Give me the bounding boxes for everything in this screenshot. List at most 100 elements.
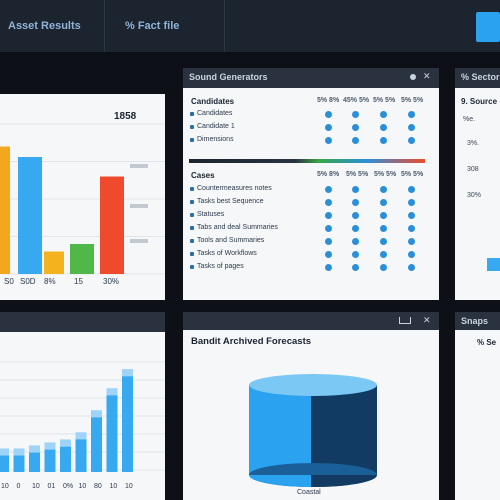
status-dot <box>380 186 387 193</box>
x-tick-label: 0% <box>63 483 73 490</box>
tab-asset-results[interactable]: Asset Results <box>0 0 105 52</box>
x-tick-label: 15 <box>74 277 83 286</box>
status-dot <box>352 225 359 232</box>
status-dot <box>325 264 332 271</box>
status-dot <box>352 111 359 118</box>
tab-asset-results-label: Asset Results <box>8 20 81 32</box>
row-icon <box>190 138 194 142</box>
status-dot <box>408 111 415 118</box>
bar-cap <box>13 448 25 456</box>
row-icon <box>190 187 194 191</box>
bar[interactable] <box>18 157 42 274</box>
bar[interactable] <box>100 176 124 275</box>
y-tick-mark <box>130 239 148 243</box>
cylinder-graphic <box>249 374 377 488</box>
sound-generators-card: Sound Generators ✕ Candidates 5% 8% 45% … <box>183 68 439 300</box>
status-dot <box>408 238 415 245</box>
download-icon[interactable] <box>399 317 411 324</box>
bar-cap <box>29 445 40 453</box>
status-dot <box>352 212 359 219</box>
row-icon <box>190 252 194 256</box>
bar[interactable] <box>106 388 118 472</box>
status-dot <box>408 251 415 258</box>
status-dot <box>380 264 387 271</box>
status-dot <box>325 212 332 219</box>
row-label: Tasks of pages <box>197 263 244 270</box>
card-header: Sound Generators ✕ <box>183 68 439 88</box>
card-title: Snaps <box>461 316 489 326</box>
status-dot <box>380 238 387 245</box>
tab-fact-file[interactable]: % Fact file <box>105 0 225 52</box>
close-icon[interactable]: ✕ <box>423 71 431 81</box>
table-row[interactable]: Statuses <box>183 211 439 221</box>
close-icon[interactable]: ✕ <box>423 315 431 325</box>
status-dot <box>325 186 332 193</box>
row-icon <box>190 226 194 230</box>
bar[interactable] <box>29 445 40 472</box>
status-dot <box>380 225 387 232</box>
bar[interactable] <box>91 410 102 472</box>
x-tick-label: 10 <box>1 483 9 490</box>
table-row[interactable]: Tools and Summaries <box>183 237 439 247</box>
row-icon <box>190 213 194 217</box>
status-dot <box>408 199 415 206</box>
bar-cap <box>75 432 87 440</box>
table-row[interactable]: Dimensions <box>183 136 439 146</box>
bar-cap <box>60 439 71 447</box>
tab-fact-file-label: % Fact file <box>125 20 180 32</box>
card-header: Snaps <box>455 312 500 330</box>
top-bar: Asset Results % Fact file <box>0 0 500 52</box>
snaps-card: Snaps % Se <box>455 312 500 500</box>
table-row[interactable]: Tabs and deal Summaries <box>183 224 439 234</box>
table-row[interactable]: Tasks best Sequence <box>183 198 439 208</box>
bar[interactable] <box>122 369 133 472</box>
bar[interactable] <box>0 448 9 472</box>
status-dot <box>408 225 415 232</box>
card-subtitle: % Se <box>477 338 497 347</box>
status-dot <box>325 238 332 245</box>
status-dot <box>380 124 387 131</box>
bar[interactable] <box>75 432 87 472</box>
status-dot <box>352 124 359 131</box>
table-row[interactable]: Tasks of pages <box>183 263 439 273</box>
status-dot <box>352 251 359 258</box>
row-label: Countermeasures notes <box>197 185 272 192</box>
table-row[interactable]: Tasks of Workflows <box>183 250 439 260</box>
x-tick-label: 01 <box>48 483 56 490</box>
bar[interactable] <box>0 146 10 275</box>
stat-label: %e. <box>463 116 476 123</box>
table-col-4: 5% 5% <box>401 97 424 104</box>
forecast-card: ✕ Bandit Archived Forecasts Coastal <box>183 312 439 500</box>
x-tick-label: 0 <box>17 483 21 490</box>
bar-chart-bottom: 10 0 10 01 0% 10 80 10 10 <box>0 361 165 490</box>
info-icon[interactable] <box>410 74 416 80</box>
bar[interactable] <box>13 448 25 472</box>
status-dot <box>408 186 415 193</box>
table-row[interactable]: Countermeasures notes <box>183 185 439 195</box>
row-icon <box>190 112 194 116</box>
status-dot <box>325 124 332 131</box>
row-icon <box>190 265 194 269</box>
row-icon <box>190 125 194 129</box>
status-dot <box>380 199 387 206</box>
bar[interactable] <box>70 244 94 274</box>
bar[interactable] <box>44 251 64 275</box>
x-tick-label: 30% <box>103 277 119 286</box>
bar-cap <box>106 388 118 396</box>
table-col-2: 45% 5% <box>343 97 370 104</box>
action-button[interactable] <box>476 12 500 42</box>
row-label: Tools and Summaries <box>197 237 265 244</box>
status-dot <box>408 212 415 219</box>
row-label: Candidates <box>197 110 233 117</box>
status-dot <box>380 251 387 258</box>
section2-col-2: 5% 5% <box>346 171 369 178</box>
table-row[interactable]: Candidate 1 <box>183 123 439 133</box>
bar[interactable] <box>60 439 71 472</box>
table-row[interactable]: Candidates <box>183 110 439 120</box>
status-dot <box>352 137 359 144</box>
row-icon <box>190 239 194 243</box>
row-label: Tabs and deal Summaries <box>197 224 278 231</box>
progress-divider <box>189 159 425 163</box>
table-col-3: 5% 5% <box>373 97 396 104</box>
bar[interactable] <box>44 442 56 472</box>
